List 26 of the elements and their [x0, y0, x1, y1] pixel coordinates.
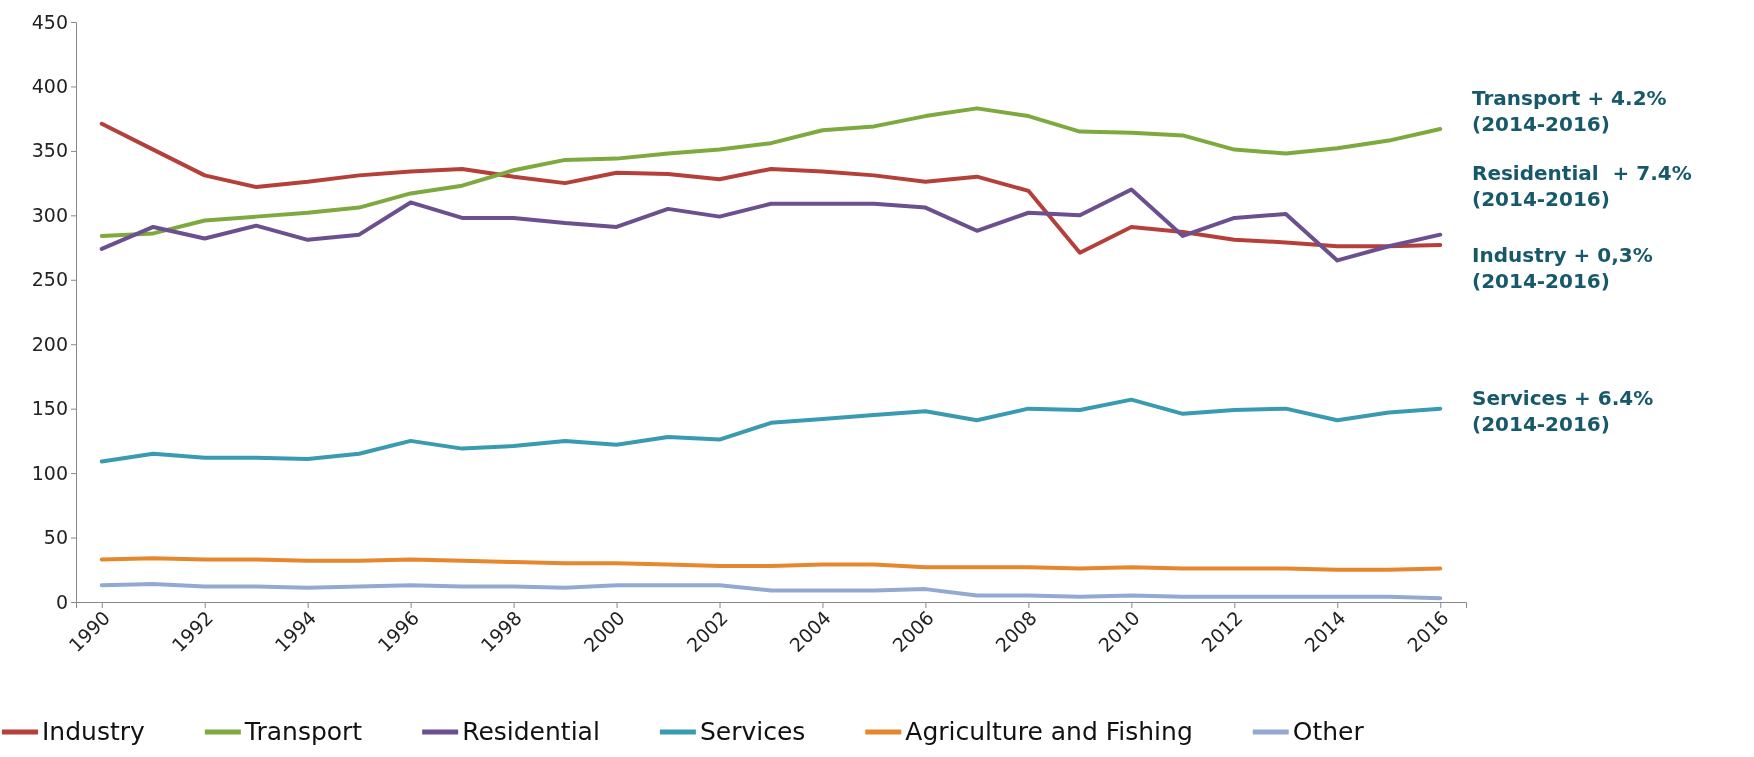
line-series: [99, 556, 1443, 572]
text: Services + 6.4% (2014-2016): [1472, 386, 1654, 436]
y-tick-label: 150: [31, 397, 68, 420]
line-series: [99, 397, 1443, 464]
legend-label: Residential: [462, 717, 600, 746]
y-tick-label: 200: [31, 332, 68, 355]
y-tick-label: 450: [31, 10, 68, 33]
legend-label: Services: [699, 717, 806, 746]
y-tick-label: 350: [31, 139, 68, 162]
legend-label: Transport: [243, 717, 363, 746]
y-tick-label: 300: [31, 203, 68, 226]
y-tick-label: 250: [31, 268, 68, 291]
legend-label: Other: [1292, 717, 1365, 746]
line-series: [99, 106, 1443, 238]
legend-label: Agriculture and Fishing: [905, 717, 1193, 746]
text: Residential + 7.4% (2014-2016): [1472, 161, 1692, 211]
text: Industry + 0,3% (2014-2016): [1472, 243, 1653, 293]
legend-label: Industry: [42, 717, 146, 746]
y-tick-label: 50: [43, 526, 68, 549]
y-tick-label: 0: [55, 590, 68, 613]
line-series: [99, 581, 1443, 601]
line-series: [99, 187, 1443, 263]
y-tick-label: 400: [31, 75, 68, 98]
text: Transport + 4.2% (2014-2016): [1472, 86, 1667, 136]
line-series: [99, 121, 1443, 255]
y-tick-label: 100: [31, 461, 68, 484]
